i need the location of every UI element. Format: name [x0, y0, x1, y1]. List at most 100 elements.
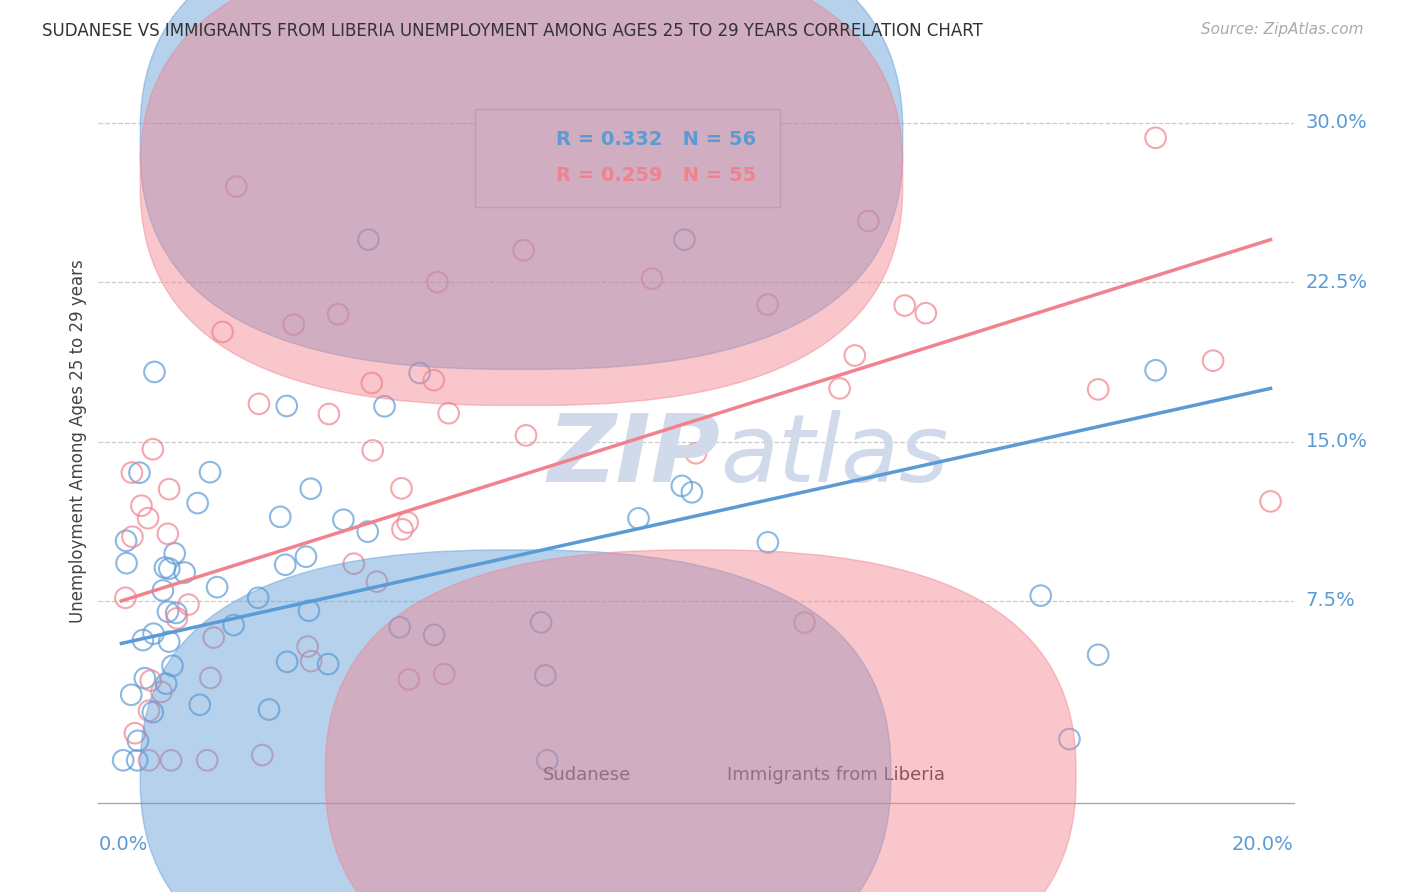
Point — [195, 753, 218, 767]
Point — [366, 574, 388, 589]
Point — [318, 407, 340, 421]
Point — [1087, 382, 1109, 396]
Point — [673, 233, 696, 247]
Point — [143, 365, 166, 379]
Point — [360, 376, 382, 390]
Point — [163, 546, 186, 560]
Point — [205, 580, 228, 594]
Point — [131, 499, 153, 513]
Point — [396, 516, 419, 530]
Point — [247, 397, 270, 411]
Point — [222, 618, 245, 632]
FancyBboxPatch shape — [326, 549, 1076, 892]
Point — [343, 557, 366, 571]
Point — [177, 598, 200, 612]
Point — [162, 658, 184, 673]
Point — [685, 446, 707, 460]
Point — [398, 673, 420, 687]
Point — [139, 673, 162, 688]
Point — [512, 244, 534, 258]
Point — [1260, 494, 1282, 508]
Text: ZIP: ZIP — [547, 410, 720, 502]
Y-axis label: Unemployment Among Ages 25 to 29 years: Unemployment Among Ages 25 to 29 years — [69, 260, 87, 624]
Point — [536, 753, 558, 767]
Point — [188, 698, 211, 712]
Point — [1059, 732, 1081, 747]
Point — [298, 604, 321, 618]
Point — [198, 465, 221, 479]
Point — [157, 634, 180, 648]
Point — [295, 549, 318, 564]
Point — [756, 535, 779, 549]
Point — [1144, 130, 1167, 145]
Point — [515, 428, 537, 442]
Point — [316, 657, 339, 672]
Point — [357, 524, 380, 539]
FancyBboxPatch shape — [475, 109, 780, 207]
Point — [274, 558, 297, 572]
Point — [200, 671, 222, 685]
Text: Sudanese: Sudanese — [543, 765, 631, 783]
Point — [357, 233, 380, 247]
Point — [187, 496, 209, 510]
Point — [136, 511, 159, 525]
Point — [756, 297, 779, 311]
Point — [423, 628, 446, 642]
Point — [423, 373, 446, 387]
Point — [858, 214, 880, 228]
Point — [914, 306, 936, 320]
Point — [134, 671, 156, 685]
Point — [150, 685, 173, 699]
Text: Immigrants from Liberia: Immigrants from Liberia — [727, 765, 945, 783]
Point — [1144, 363, 1167, 377]
Point — [681, 485, 703, 500]
Point — [138, 704, 160, 718]
Point — [157, 561, 180, 575]
Point — [127, 733, 149, 747]
Point — [128, 466, 150, 480]
Text: 0.0%: 0.0% — [98, 835, 148, 855]
Point — [276, 399, 298, 413]
Point — [121, 530, 143, 544]
Point — [112, 753, 135, 767]
Point — [156, 605, 179, 619]
Point — [893, 299, 915, 313]
Point — [391, 481, 413, 495]
Point — [156, 526, 179, 541]
Point — [433, 667, 456, 681]
Point — [155, 676, 177, 690]
Point — [152, 583, 174, 598]
Point — [225, 179, 247, 194]
Point — [257, 702, 280, 716]
Point — [793, 615, 815, 630]
Point — [297, 640, 319, 654]
Point — [299, 654, 322, 668]
Point — [1202, 353, 1225, 368]
Point — [127, 753, 149, 767]
Point — [437, 406, 460, 420]
Point — [373, 399, 395, 413]
Point — [132, 633, 155, 648]
Point — [114, 591, 136, 605]
Text: 7.5%: 7.5% — [1306, 591, 1355, 610]
Point — [247, 591, 270, 605]
Point — [361, 443, 384, 458]
Point — [165, 606, 187, 620]
Point — [138, 753, 160, 767]
Text: Source: ZipAtlas.com: Source: ZipAtlas.com — [1201, 22, 1364, 37]
Point — [408, 366, 430, 380]
Text: atlas: atlas — [720, 410, 948, 501]
Point — [844, 349, 866, 363]
Point — [121, 466, 143, 480]
Text: 30.0%: 30.0% — [1306, 113, 1367, 132]
Point — [671, 479, 693, 493]
Point — [1029, 589, 1052, 603]
Point — [142, 626, 165, 640]
Point — [627, 511, 650, 525]
Point — [142, 442, 165, 457]
Point — [142, 705, 165, 719]
Point — [269, 509, 291, 524]
FancyBboxPatch shape — [141, 0, 903, 405]
Point — [115, 533, 138, 548]
Point — [124, 726, 146, 740]
